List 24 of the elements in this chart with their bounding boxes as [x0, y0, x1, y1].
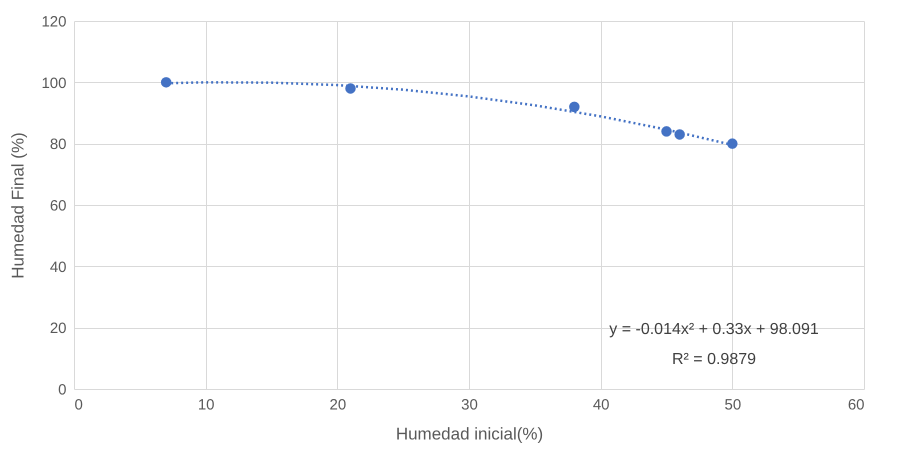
x-tick-label: 50 — [724, 396, 742, 414]
point — [674, 129, 685, 140]
point — [727, 138, 738, 149]
x-tick-label: 60 — [848, 396, 864, 414]
y-tick-label: 100 — [41, 74, 66, 92]
annotation: y = -0.014x² + 0.33x + 98.091 — [609, 321, 819, 338]
x-tick-label: 0 — [74, 396, 83, 414]
point — [661, 126, 672, 137]
y-tick-label: 0 — [58, 382, 66, 398]
x-tick-label: 40 — [592, 396, 610, 414]
y-tick-label: 40 — [50, 258, 66, 276]
x-tick-label: 10 — [198, 396, 215, 414]
x-axis-title: Humedad inicial(%) — [396, 424, 544, 444]
y-tick-label: 60 — [50, 198, 66, 214]
annotation: R² = 0.9879 — [672, 351, 756, 368]
x-tick-label: 30 — [461, 396, 478, 414]
x-tick-label: 20 — [329, 396, 346, 414]
y-axis-title: Humedad Final (%) — [8, 132, 28, 279]
y-tick-label: 20 — [50, 320, 66, 338]
point — [569, 102, 580, 112]
y-tick-label: 80 — [50, 136, 66, 154]
point — [345, 83, 356, 94]
point — [160, 77, 172, 88]
y-tick-label: 120 — [41, 14, 66, 30]
